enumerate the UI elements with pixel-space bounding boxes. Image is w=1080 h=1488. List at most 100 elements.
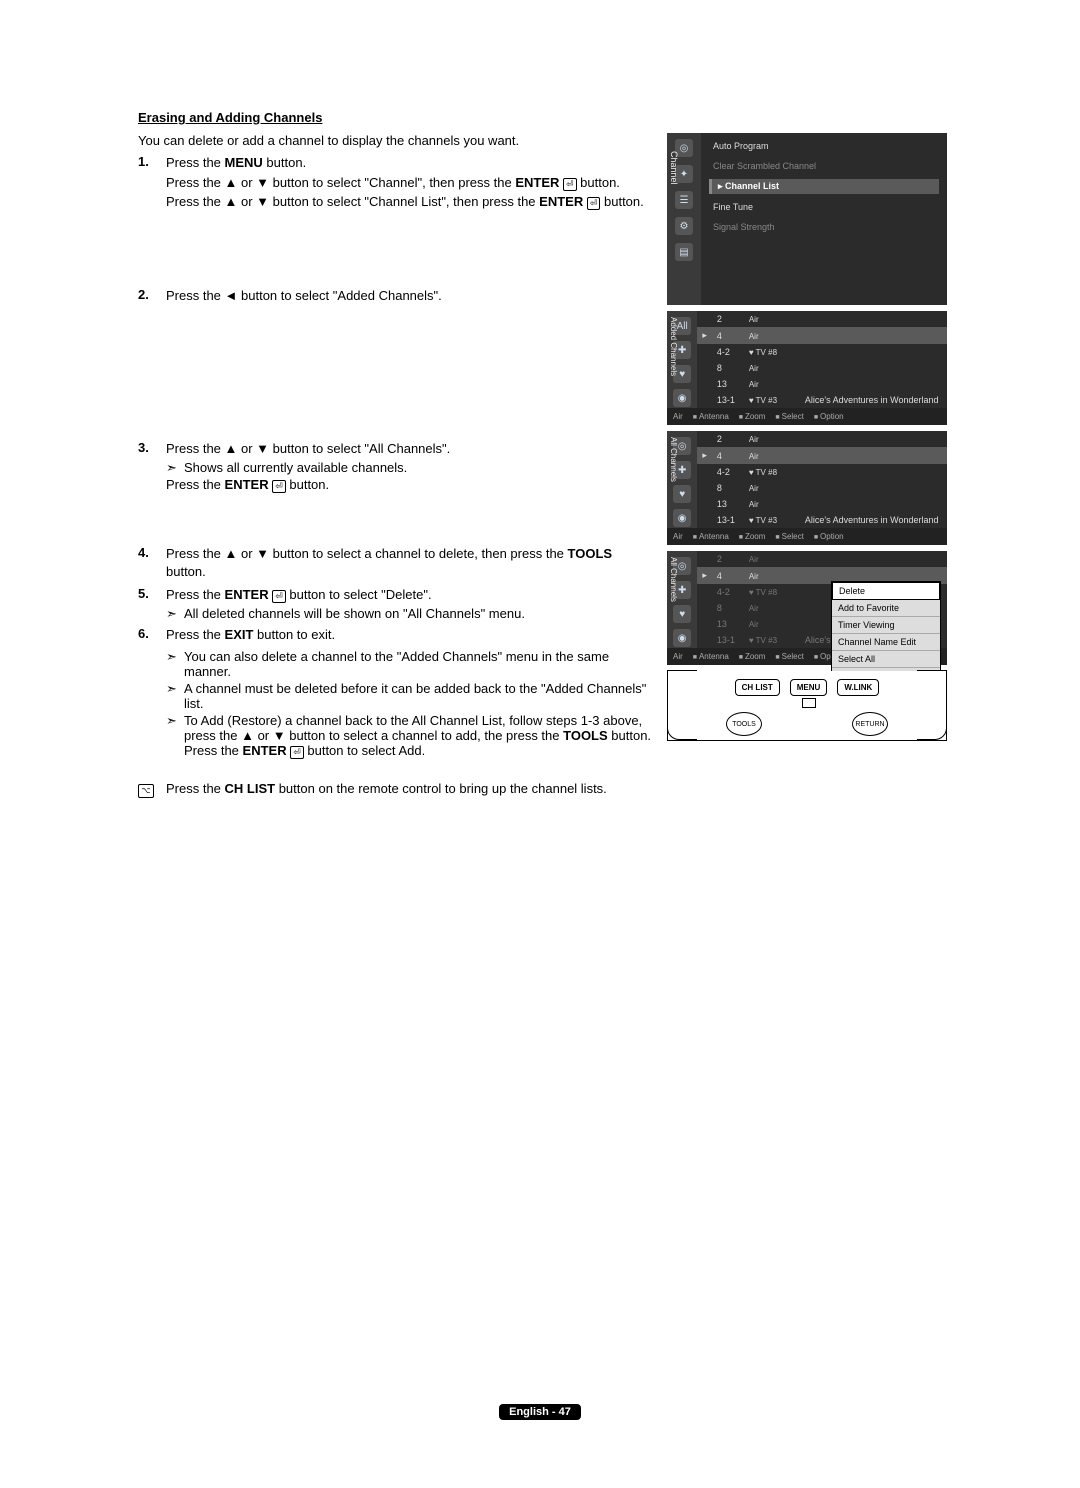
enter-icon: ⏎: [587, 197, 601, 210]
screenshots-column: Channel ◎ ✦ ☰ ⚙ ▤ Auto ProgramClear Scra…: [667, 133, 952, 798]
step4-line1a: Press the ▲ or ▼ button to select a chan…: [166, 546, 568, 561]
note2: A channel must be deleted before it can …: [184, 681, 655, 711]
note-arrow-icon: ➣: [166, 713, 184, 759]
program-icon: ◉: [673, 629, 691, 647]
channel-table: 2Air▸4Air4-2♥ TV #88Air13Air13-1♥ TV #3A…: [697, 431, 947, 528]
menu-category-label: Channel: [669, 151, 679, 185]
footer-item: Zoom: [739, 652, 766, 661]
channel-row: 8Air: [697, 360, 947, 376]
all-channels-screenshot: All Channels ◎ ✚ ♥ ◉ 2Air▸4Air4-2♥ TV #8…: [667, 431, 947, 545]
footer-item: Air: [673, 412, 683, 421]
enter-label: ENTER: [515, 175, 559, 190]
footer-item: Zoom: [739, 532, 766, 541]
step1-line2c: button.: [577, 175, 620, 190]
footer-bar: AirAntennaZoomSelectOption: [667, 528, 947, 545]
enter-icon: ⏎: [563, 178, 577, 191]
note4: Press the CH LIST button on the remote c…: [166, 781, 607, 798]
footer-item: Option: [814, 532, 844, 541]
step3-sub: Shows all currently available channels.: [184, 460, 655, 476]
footer-item: Zoom: [739, 412, 766, 421]
enter-icon: ⏎: [272, 590, 286, 603]
channel-row: ▸4Air: [697, 327, 947, 344]
intro-text: You can delete or add a channel to displ…: [138, 133, 655, 148]
remote-icon: ⌥: [138, 781, 166, 798]
list-title: Added Channels: [669, 317, 678, 376]
channel-row: 13Air: [697, 376, 947, 392]
section-title: Erasing and Adding Channels: [138, 110, 952, 125]
footer-item: Antenna: [693, 412, 729, 421]
added-channels-screenshot: Added Channels All ✚ ♥ ◉ 2Air▸4Air4-2♥ T…: [667, 311, 947, 425]
menu-item: Auto Program: [709, 139, 939, 153]
footer-item: Antenna: [693, 652, 729, 661]
footer-item: Select: [775, 412, 803, 421]
step5-line1c: button to select "Delete".: [286, 587, 432, 602]
popup-item: Add to Favorite: [832, 600, 940, 617]
menu-button: MENU: [790, 679, 828, 696]
channel-row: ▸4Air: [697, 447, 947, 464]
return-arc: RETURN: [852, 712, 888, 736]
step1-line3a: Press the ▲ or ▼ button to select "Chann…: [166, 194, 539, 209]
instructions-column: You can delete or add a channel to displ…: [138, 133, 655, 798]
program-icon: ◉: [673, 389, 691, 407]
footer-item: Air: [673, 652, 683, 661]
note3: To Add (Restore) a channel back to the A…: [184, 713, 655, 759]
note1: You can also delete a channel to the "Ad…: [184, 649, 655, 679]
step1-line2a: Press the ▲ or ▼ button to select "Chann…: [166, 175, 515, 190]
note-arrow-icon: ➣: [166, 681, 184, 711]
step1-line1c: button.: [263, 155, 306, 170]
step-number: 4.: [138, 545, 166, 582]
channel-row: 2Air: [697, 551, 947, 567]
list-title: All Channels: [669, 437, 678, 482]
step5-sub: All deleted channels will be shown on "A…: [184, 606, 655, 622]
footer-item: Select: [775, 652, 803, 661]
step3-line2c: button.: [286, 477, 329, 492]
menu-label: MENU: [225, 155, 263, 170]
menu-item: ▸ Channel List: [709, 179, 939, 194]
wlink-button: W.LINK: [837, 679, 879, 696]
tools-arc: TOOLS: [726, 712, 762, 736]
step-number: 6.: [138, 626, 166, 646]
exit-label: EXIT: [225, 627, 254, 642]
channel-table: 2Air▸4Air4-2♥ TV #88Air13Air13-1♥ TV #3A…: [697, 311, 947, 408]
step3-line1: Press the ▲ or ▼ button to select "All C…: [166, 440, 655, 458]
footer-bar: Air Antenna Zoom Select Option: [667, 408, 947, 425]
footer-item: Option: [814, 412, 844, 421]
channel-row: 13Air: [697, 496, 947, 512]
footer-item: Air: [673, 532, 683, 541]
step6-line1a: Press the: [166, 627, 225, 642]
enter-icon: ⏎: [272, 480, 286, 493]
channel-row: 2Air: [697, 431, 947, 447]
channel-row: 4-2♥ TV #8: [697, 464, 947, 480]
enter-label: ENTER: [539, 194, 583, 209]
note-arrow-icon: ➣: [166, 649, 184, 679]
favorite-icon: ♥: [673, 485, 691, 503]
channel-row: 4-2♥ TV #8: [697, 344, 947, 360]
step3-line2a: Press the: [166, 477, 225, 492]
remote-control-sketch: CH LIST MENU W.LINK TOOLS RETURN: [667, 671, 947, 741]
all-channels-popup-screenshot: All Channels ◎ ✚ ♥ ◉ 2Air▸4Air4-2♥ TV #8…: [667, 551, 947, 665]
step1-line3c: button.: [600, 194, 643, 209]
menu-item: Signal Strength: [709, 220, 939, 234]
enter-label: ENTER: [225, 477, 269, 492]
popup-item: Select All: [832, 651, 940, 668]
list-icon: ☰: [675, 191, 693, 209]
channel-row: 13-1♥ TV #3Alice's Adventures in Wonderl…: [697, 392, 947, 408]
program-icon: ◉: [673, 509, 691, 527]
note-arrow-icon: ➣: [166, 606, 184, 622]
step-number: 3.: [138, 440, 166, 495]
channel-row: 8Air: [697, 480, 947, 496]
enter-label: ENTER: [225, 587, 269, 602]
note-arrow-icon: ➣: [166, 460, 184, 476]
channel-row: 13-1♥ TV #3Alice's Adventures in Wonderl…: [697, 512, 947, 528]
list-title: All Channels: [669, 557, 678, 602]
menu-item: Fine Tune: [709, 200, 939, 214]
step-number: 5.: [138, 586, 166, 622]
step-number: 1.: [138, 154, 166, 213]
footer-item: Select: [775, 532, 803, 541]
step1-line1a: Press the: [166, 155, 225, 170]
popup-item: Channel Name Edit: [832, 634, 940, 651]
step2-text: Press the ◄ button to select "Added Chan…: [166, 287, 655, 305]
page-footer: English - 47: [0, 1406, 1080, 1418]
signal-icon: ▤: [675, 243, 693, 261]
menu-item: Clear Scrambled Channel: [709, 159, 939, 173]
